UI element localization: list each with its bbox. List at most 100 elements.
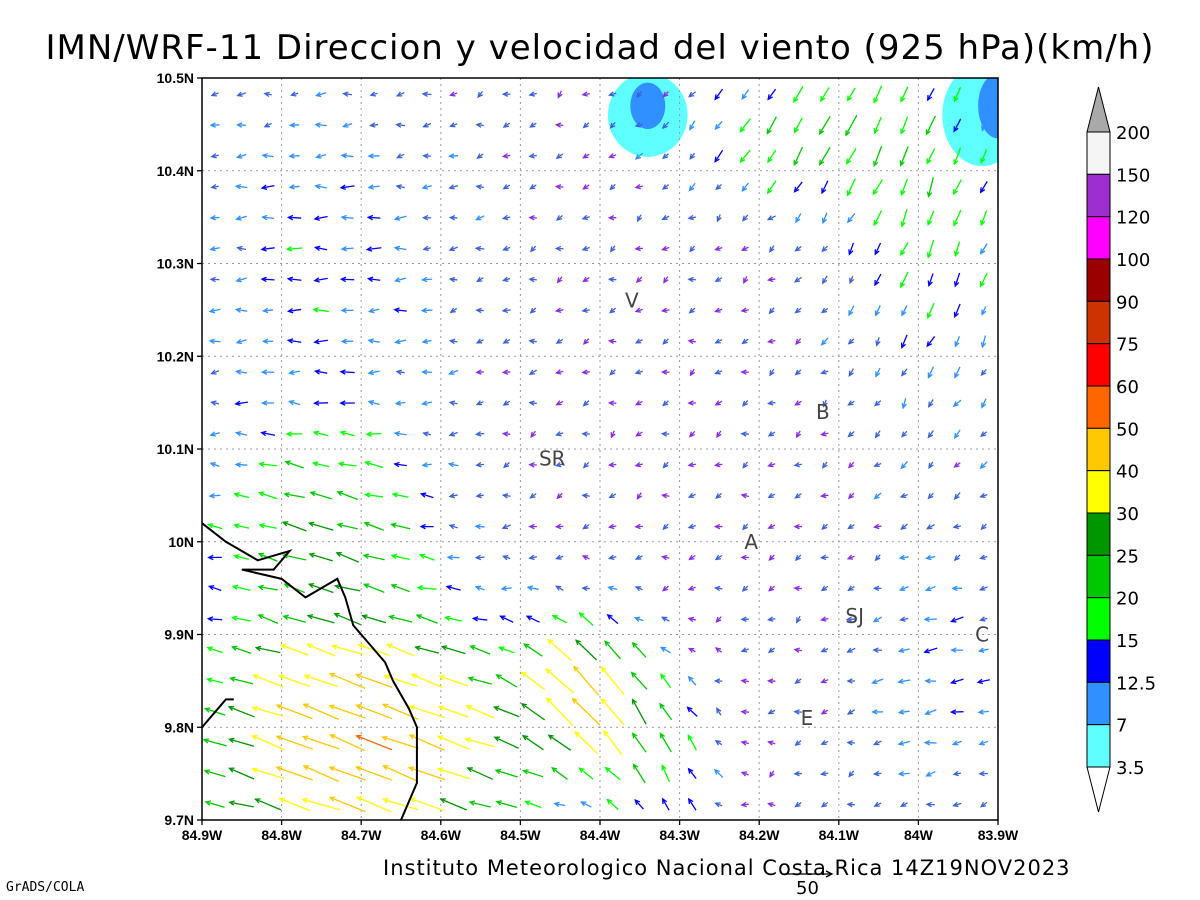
wind-vector	[475, 122, 484, 128]
wind-vector	[980, 88, 987, 101]
coastline	[202, 522, 418, 820]
y-tick-label: 10.3N	[157, 256, 194, 272]
wind-vector	[899, 492, 908, 499]
wind-vector	[978, 770, 989, 777]
wind-vector	[574, 730, 598, 755]
wind-vector	[714, 276, 723, 283]
wind-vector	[927, 366, 935, 379]
wind-vector	[410, 673, 443, 689]
wind-vector	[554, 523, 564, 530]
wind-vector	[421, 462, 432, 468]
wind-vector	[849, 276, 855, 285]
wind-vector	[422, 214, 432, 221]
wind-vector	[661, 554, 670, 561]
wind-vector	[529, 122, 537, 128]
colorbar-level-label: 50	[1116, 419, 1139, 440]
wind-vector	[953, 554, 961, 562]
wind-vector	[634, 307, 643, 313]
wind-vector	[821, 212, 828, 225]
colorbar-swatch	[1086, 724, 1111, 768]
wind-vector	[661, 245, 670, 252]
wind-vector	[743, 276, 749, 284]
wind-vector	[228, 737, 255, 747]
wind-vector	[741, 214, 749, 222]
wind-vector	[383, 674, 418, 687]
wind-vector	[582, 153, 590, 159]
wind-vector	[873, 492, 882, 500]
wind-vector	[873, 461, 882, 468]
wind-vector	[899, 616, 909, 622]
wind-vector	[407, 766, 446, 781]
wind-vector	[501, 493, 511, 499]
wind-vector	[233, 492, 250, 499]
wind-vector	[554, 369, 564, 375]
wind-vector	[662, 153, 669, 160]
wind-vector	[953, 462, 961, 468]
wind-vector	[634, 461, 643, 468]
wind-vector	[439, 798, 468, 811]
wind-vector	[501, 555, 511, 561]
wind-vector	[209, 245, 220, 252]
city-label: V	[625, 289, 639, 313]
wind-vector	[636, 214, 643, 223]
wind-vector	[659, 646, 671, 654]
wind-vector	[607, 338, 617, 345]
wind-vector	[793, 117, 803, 134]
wind-vector	[740, 493, 749, 499]
wind-vector	[740, 616, 749, 622]
wind-vector	[448, 431, 458, 437]
wind-vector	[499, 615, 514, 623]
wind-vector	[494, 768, 518, 778]
wind-vector	[980, 149, 988, 164]
wind-vector	[286, 276, 302, 282]
wind-vector	[821, 245, 828, 253]
wind-vector	[303, 674, 338, 688]
wind-vector	[872, 585, 882, 592]
x-tick-label: 84.4W	[580, 827, 621, 843]
wind-vector	[233, 523, 250, 529]
wind-vector	[609, 183, 616, 191]
wind-vector	[497, 646, 515, 654]
wind-vector	[284, 460, 305, 469]
wind-vector	[741, 585, 749, 592]
wind-vector	[713, 461, 723, 468]
wind-vector	[661, 764, 671, 783]
coastline-inlet	[202, 698, 234, 728]
wind-vector	[571, 697, 601, 726]
wind-vector	[381, 735, 420, 750]
wind-vector	[275, 766, 313, 781]
wind-vector	[474, 245, 485, 252]
wind-vector	[208, 307, 221, 314]
wind-vector	[607, 462, 617, 468]
wind-vector	[821, 523, 828, 530]
colorbar-level-label: 75	[1116, 335, 1139, 356]
wind-vector	[767, 523, 776, 529]
wind-vector	[952, 399, 962, 407]
wind-vector	[502, 276, 511, 282]
wind-vector	[927, 492, 934, 500]
wind-vector	[847, 400, 855, 406]
wind-vector	[333, 583, 361, 592]
wind-vector	[689, 152, 696, 160]
wind-vector	[261, 307, 274, 314]
wind-vector	[251, 706, 284, 717]
colorbar-level-label: 3.5	[1116, 758, 1145, 779]
wind-vector	[364, 460, 384, 469]
wind-vector	[716, 707, 722, 716]
wind-vector	[687, 616, 696, 623]
wind-vector	[740, 678, 749, 684]
city-label: SR	[539, 446, 566, 470]
wind-vector	[367, 307, 380, 314]
wind-vector	[662, 91, 669, 98]
wind-vector	[251, 735, 285, 751]
wind-vector	[522, 769, 544, 778]
wind-vector	[502, 184, 511, 190]
colorbar-swatch	[1086, 343, 1111, 387]
wind-vector	[339, 430, 355, 437]
wind-vector	[952, 523, 962, 530]
wind-vector	[545, 668, 574, 694]
wind-vector	[339, 276, 355, 283]
wind-vector	[394, 400, 406, 406]
wind-vector	[422, 245, 431, 252]
wind-vector	[520, 703, 545, 721]
